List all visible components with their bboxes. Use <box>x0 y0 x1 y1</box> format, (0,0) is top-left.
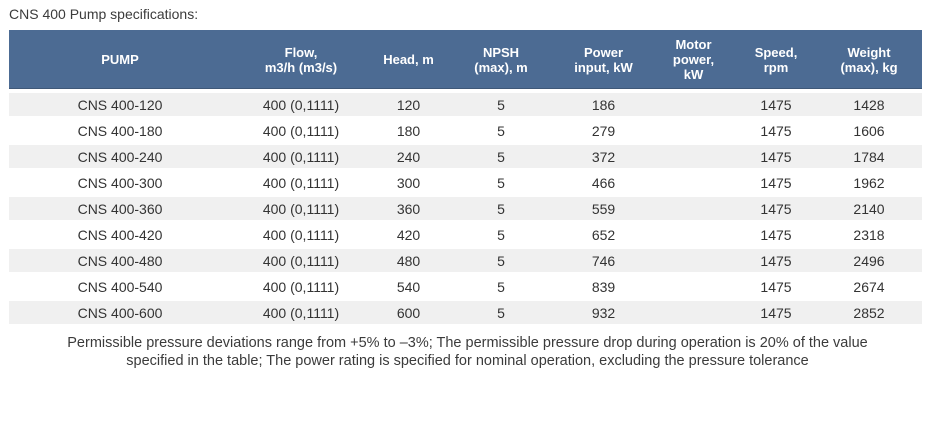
table-row: CNS 400-240 400 (0,1111) 240 5 372 1475 1784 <box>9 145 922 171</box>
cell-speed: 1475 <box>736 171 816 197</box>
cell-pump: CNS 400-360 <box>9 197 231 223</box>
cell-flow: 400 (0,1111) <box>231 119 371 145</box>
cell-motor_power <box>651 93 736 119</box>
cell-speed: 1475 <box>736 249 816 275</box>
cell-power_input: 932 <box>556 301 651 327</box>
column-header-flow: Flow, m3/h (m3/s) <box>231 30 371 93</box>
cell-npsh: 5 <box>446 223 556 249</box>
column-header-speed: Speed, rpm <box>736 30 816 93</box>
cell-head: 480 <box>371 249 446 275</box>
cell-motor_power <box>651 197 736 223</box>
cell-pump: CNS 400-300 <box>9 171 231 197</box>
cell-motor_power <box>651 119 736 145</box>
cell-weight: 2852 <box>816 301 922 327</box>
table-body: CNS 400-120 400 (0,1111) 120 5 186 1475 1428 CN… <box>9 93 922 327</box>
column-header-motor_power: Motor power, kW <box>651 30 736 93</box>
cell-power_input: 746 <box>556 249 651 275</box>
cell-weight: 2140 <box>816 197 922 223</box>
cell-flow: 400 (0,1111) <box>231 171 371 197</box>
cell-power_input: 279 <box>556 119 651 145</box>
cell-motor_power <box>651 275 736 301</box>
cell-weight: 2496 <box>816 249 922 275</box>
cell-npsh: 5 <box>446 275 556 301</box>
cell-flow: 400 (0,1111) <box>231 93 371 119</box>
table-row: CNS 400-180 400 (0,1111) 180 5 279 1475 1606 <box>9 119 922 145</box>
cell-pump: CNS 400-180 <box>9 119 231 145</box>
table-row: CNS 400-420 400 (0,1111) 420 5 652 1475 2318 <box>9 223 922 249</box>
cell-speed: 1475 <box>736 223 816 249</box>
cell-npsh: 5 <box>446 249 556 275</box>
cell-flow: 400 (0,1111) <box>231 249 371 275</box>
cell-speed: 1475 <box>736 145 816 171</box>
page-title: CNS 400 Pump specifications: <box>9 6 199 22</box>
cell-head: 120 <box>371 93 446 119</box>
cell-power_input: 372 <box>556 145 651 171</box>
cell-pump: CNS 400-540 <box>9 275 231 301</box>
cell-pump: CNS 400-600 <box>9 301 231 327</box>
cell-weight: 2674 <box>816 275 922 301</box>
table-row: CNS 400-360 400 (0,1111) 360 5 559 1475 2140 <box>9 197 922 223</box>
cell-weight: 1962 <box>816 171 922 197</box>
cell-npsh: 5 <box>446 301 556 327</box>
cell-speed: 1475 <box>736 119 816 145</box>
cell-power_input: 466 <box>556 171 651 197</box>
table-row: CNS 400-600 400 (0,1111) 600 5 932 1475 2852 <box>9 301 922 327</box>
cell-head: 540 <box>371 275 446 301</box>
cell-flow: 400 (0,1111) <box>231 197 371 223</box>
cell-pump: CNS 400-240 <box>9 145 231 171</box>
cell-npsh: 5 <box>446 145 556 171</box>
pump-spec-table: PUMP Flow, m3/h (m3/s) Head, m NPSH (max), … <box>9 30 922 327</box>
cell-power_input: 839 <box>556 275 651 301</box>
cell-power_input: 186 <box>556 93 651 119</box>
column-header-head: Head, m <box>371 30 446 93</box>
table-row: CNS 400-120 400 (0,1111) 120 5 186 1475 1428 <box>9 93 922 119</box>
cell-head: 600 <box>371 301 446 327</box>
cell-npsh: 5 <box>446 197 556 223</box>
cell-power_input: 652 <box>556 223 651 249</box>
cell-weight: 1784 <box>816 145 922 171</box>
cell-speed: 1475 <box>736 275 816 301</box>
cell-npsh: 5 <box>446 171 556 197</box>
header-row: PUMP Flow, m3/h (m3/s) Head, m NPSH (max), … <box>9 30 922 93</box>
column-header-pump: PUMP <box>9 30 231 93</box>
table-row: CNS 400-480 400 (0,1111) 480 5 746 1475 2496 <box>9 249 922 275</box>
cell-motor_power <box>651 249 736 275</box>
column-header-npsh: NPSH (max), m <box>446 30 556 93</box>
table-row: CNS 400-300 400 (0,1111) 300 5 466 1475 1962 <box>9 171 922 197</box>
column-header-power_input: Power input, kW <box>556 30 651 93</box>
cell-motor_power <box>651 301 736 327</box>
cell-flow: 400 (0,1111) <box>231 145 371 171</box>
cell-head: 180 <box>371 119 446 145</box>
cell-motor_power <box>651 145 736 171</box>
cell-weight: 1606 <box>816 119 922 145</box>
cell-head: 240 <box>371 145 446 171</box>
table-row: CNS 400-540 400 (0,1111) 540 5 839 1475 2674 <box>9 275 922 301</box>
cell-motor_power <box>651 223 736 249</box>
cell-head: 300 <box>371 171 446 197</box>
cell-speed: 1475 <box>736 301 816 327</box>
cell-flow: 400 (0,1111) <box>231 223 371 249</box>
cell-pump: CNS 400-120 <box>9 93 231 119</box>
cell-motor_power <box>651 171 736 197</box>
cell-pump: CNS 400-420 <box>9 223 231 249</box>
cell-pump: CNS 400-480 <box>9 249 231 275</box>
cell-weight: 1428 <box>816 93 922 119</box>
cell-flow: 400 (0,1111) <box>231 301 371 327</box>
cell-npsh: 5 <box>446 119 556 145</box>
footer-note: Permissible pressure deviations range fr… <box>67 335 868 369</box>
column-header-weight: Weight (max), kg <box>816 30 922 93</box>
cell-npsh: 5 <box>446 93 556 119</box>
cell-flow: 400 (0,1111) <box>231 275 371 301</box>
cell-head: 360 <box>371 197 446 223</box>
cell-speed: 1475 <box>736 197 816 223</box>
cell-speed: 1475 <box>736 93 816 119</box>
cell-head: 420 <box>371 223 446 249</box>
cell-power_input: 559 <box>556 197 651 223</box>
cell-weight: 2318 <box>816 223 922 249</box>
